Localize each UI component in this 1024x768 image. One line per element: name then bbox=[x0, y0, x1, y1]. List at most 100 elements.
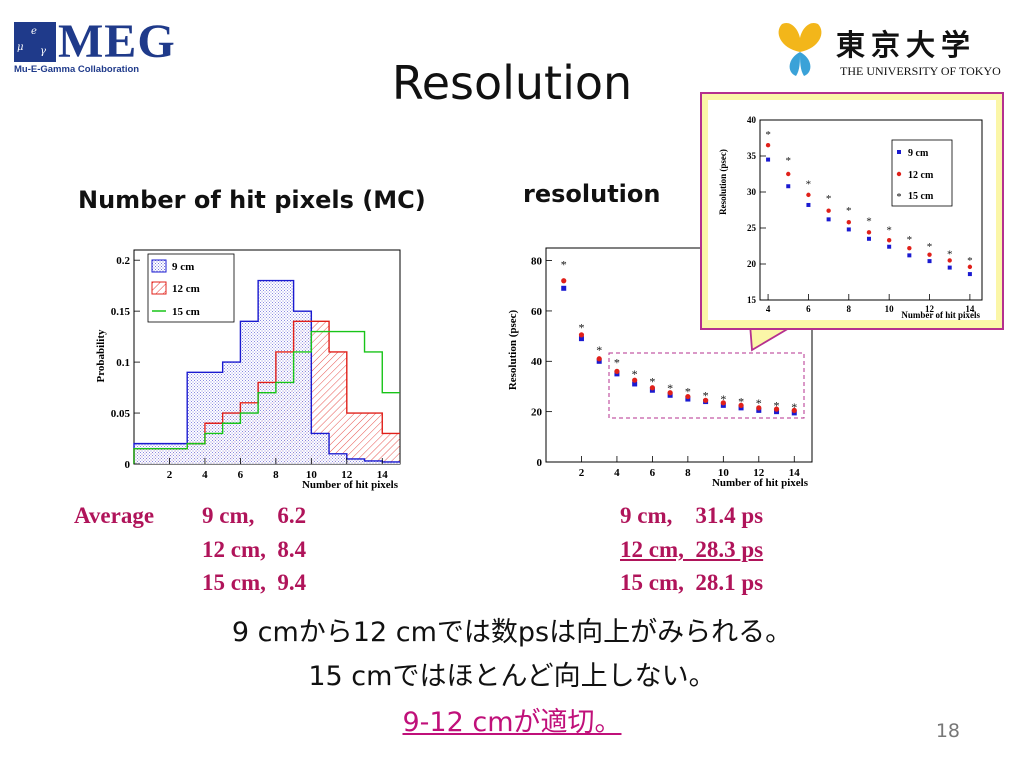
point-15cm: * bbox=[738, 395, 744, 409]
point-12cm bbox=[703, 397, 709, 403]
y-tick-label: 60 bbox=[531, 306, 543, 318]
observation-line-2: 15 cmではほとんど向上しない。 bbox=[308, 661, 716, 692]
point-12cm bbox=[596, 356, 602, 362]
point-15cm: * bbox=[947, 248, 953, 260]
point-15cm: * bbox=[806, 179, 812, 191]
zoom-xlabel: Number of hit pixels bbox=[901, 310, 980, 320]
legend-15cm: 15 cm bbox=[172, 306, 200, 318]
legend-swatch-9cm bbox=[151, 259, 167, 273]
point-9cm bbox=[806, 202, 811, 207]
histogram-xlabel: Number of hit pixels bbox=[302, 479, 399, 491]
hist-bar-12cm bbox=[364, 413, 383, 464]
legend-swatch-12cm bbox=[151, 281, 167, 295]
average-label: Average bbox=[74, 503, 155, 528]
university-name-en: THE UNIVERSITY OF TOKYO bbox=[840, 64, 1001, 78]
x-tick-label: 6 bbox=[806, 304, 811, 314]
zoom-legend: 9 cm 12 cm * 15 cm bbox=[891, 139, 953, 207]
hist-bar-9cm bbox=[151, 443, 170, 464]
hist-bar-12cm bbox=[311, 321, 330, 464]
hist-bar-9cm bbox=[311, 433, 330, 464]
x-tick-label: 4 bbox=[766, 304, 771, 314]
point-12cm bbox=[667, 390, 673, 396]
x-tick-label: 12 bbox=[341, 469, 353, 481]
point-9cm bbox=[826, 217, 831, 222]
ginkgo-icon bbox=[778, 22, 822, 76]
y-tick-label: 0 bbox=[125, 459, 131, 471]
hist-bar-9cm bbox=[204, 372, 223, 464]
hist-bar-9cm bbox=[346, 458, 365, 464]
point-15cm: * bbox=[786, 155, 792, 167]
x-tick-label: 4 bbox=[202, 469, 208, 481]
point-12cm bbox=[649, 385, 655, 391]
observation-line-1: 9 cmから12 cmでは数psは向上がみられる。 bbox=[231, 617, 793, 648]
res-12cm: 12 cm, 28.3 ps bbox=[620, 537, 764, 562]
point-12cm bbox=[826, 208, 831, 213]
y-tick-label: 25 bbox=[747, 223, 757, 233]
y-tick-label: 0 bbox=[537, 457, 543, 469]
hits-15cm: 15 cm, 9.4 bbox=[202, 570, 307, 595]
point-15cm: * bbox=[826, 193, 832, 205]
hist-bar-9cm bbox=[382, 461, 400, 464]
x-tick-label: 8 bbox=[685, 467, 691, 479]
point-15cm: * bbox=[866, 215, 872, 227]
hist-bar-12cm bbox=[346, 413, 365, 464]
y-tick-label: 40 bbox=[747, 115, 757, 125]
x-tick-label: 14 bbox=[789, 467, 801, 479]
point-15cm: * bbox=[756, 396, 762, 410]
point-9cm bbox=[578, 336, 584, 342]
point-15cm: * bbox=[774, 398, 780, 412]
x-tick-label: 6 bbox=[238, 469, 244, 481]
y-tick-label: 80 bbox=[531, 255, 543, 267]
legend-9cm: 9 cm bbox=[172, 261, 194, 273]
point-9cm bbox=[866, 236, 871, 241]
hist-outline-15cm bbox=[133, 330, 400, 464]
meg-wordmark: MEG bbox=[58, 15, 176, 68]
point-15cm: * bbox=[614, 356, 620, 370]
x-tick-label: 10 bbox=[885, 304, 895, 314]
x-tick-label: 10 bbox=[718, 467, 730, 479]
point-15cm: * bbox=[561, 258, 567, 272]
point-15cm: * bbox=[632, 367, 638, 381]
zoom-legend-marker-15cm: * bbox=[897, 192, 902, 203]
point-12cm bbox=[786, 171, 791, 177]
point-15cm: * bbox=[846, 205, 852, 217]
point-9cm bbox=[927, 259, 932, 264]
point-12cm bbox=[886, 238, 892, 243]
x-tick-label: 6 bbox=[650, 467, 656, 479]
point-12cm bbox=[756, 405, 762, 411]
point-12cm bbox=[685, 393, 691, 400]
conclusion-line: 9-12 cmが適切。 bbox=[402, 707, 622, 738]
right-heading: resolution bbox=[523, 180, 661, 208]
histogram-ylabel: Probability bbox=[95, 329, 107, 382]
point-9cm bbox=[907, 253, 912, 258]
point-9cm bbox=[846, 227, 851, 232]
zoom-callout: 4 6 8 10 12 14 15 20 25 30 35 40 * * * * * * * * * * * 9 cm 1… bbox=[700, 92, 1004, 330]
point-15cm: * bbox=[578, 320, 584, 334]
resolution-scatter: 2 4 6 8 10 12 14 0 20 40 60 80 * * * * * * * * * * * * * * Resol… bbox=[507, 247, 813, 489]
hist-bar-9cm bbox=[240, 321, 259, 464]
x-tick-label: 2 bbox=[167, 469, 173, 481]
point-12cm bbox=[561, 278, 567, 284]
hits-9cm: 9 cm, 6.2 bbox=[202, 503, 307, 528]
x-tick-label: 12 bbox=[925, 304, 935, 314]
left-heading: Number of hit pixels (MC) bbox=[78, 186, 426, 214]
point-12cm bbox=[907, 245, 912, 251]
zoom-highlight-box bbox=[608, 352, 805, 419]
point-12cm bbox=[632, 377, 638, 383]
res-15cm: 15 cm, 28.1 ps bbox=[620, 570, 764, 595]
page-number: 18 bbox=[935, 720, 960, 742]
point-12cm bbox=[927, 252, 932, 257]
point-15cm: * bbox=[720, 392, 726, 406]
histogram-legend: 9 cm 12 cm 15 cm bbox=[147, 253, 235, 323]
hist-bar-12cm bbox=[329, 351, 347, 464]
meg-subtitle: Mu-E-Gamma Collaboration bbox=[14, 64, 140, 75]
zoomed-resolution-scatter: 4 6 8 10 12 14 15 20 25 30 35 40 * * * * * * * * * * * 9 cm 1… bbox=[708, 100, 996, 320]
point-15cm: * bbox=[791, 400, 797, 414]
point-15cm: * bbox=[596, 343, 602, 357]
point-9cm bbox=[947, 265, 952, 270]
point-12cm bbox=[738, 402, 744, 408]
y-tick-label: 20 bbox=[531, 406, 543, 418]
x-tick-label: 8 bbox=[273, 469, 279, 481]
point-12cm bbox=[846, 220, 851, 225]
y-tick-label: 0.2 bbox=[116, 255, 130, 267]
